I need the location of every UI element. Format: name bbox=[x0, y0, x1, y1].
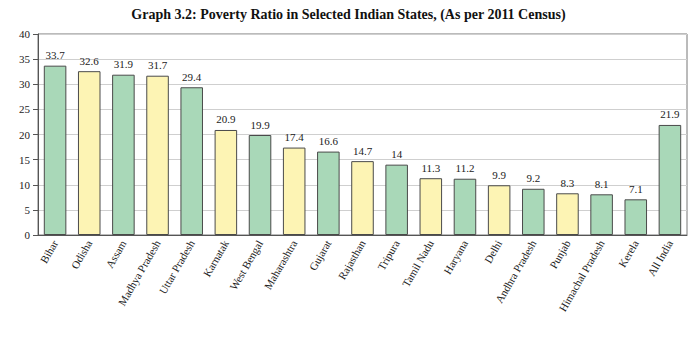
svg-text:Odisha: Odisha bbox=[68, 238, 94, 271]
svg-text:Rajasthan: Rajasthan bbox=[336, 238, 368, 282]
svg-text:Kerela: Kerela bbox=[616, 238, 641, 269]
svg-text:Andhra Pradesh: Andhra Pradesh bbox=[493, 238, 539, 305]
svg-text:All India: All India bbox=[645, 238, 675, 278]
svg-text:20.9: 20.9 bbox=[216, 113, 236, 125]
svg-text:Graph 3.2:: Graph 3.2: bbox=[131, 7, 196, 22]
svg-text:8.3: 8.3 bbox=[561, 177, 575, 189]
svg-text:14: 14 bbox=[391, 148, 403, 160]
svg-text:Karnatak: Karnatak bbox=[201, 238, 232, 279]
svg-text:10: 10 bbox=[19, 179, 31, 191]
svg-text:11.3: 11.3 bbox=[421, 162, 440, 174]
svg-text:9.9: 9.9 bbox=[492, 169, 506, 181]
svg-text:Haryana: Haryana bbox=[441, 238, 470, 276]
svg-text:7.1: 7.1 bbox=[629, 183, 643, 195]
svg-text:0: 0 bbox=[25, 229, 31, 241]
svg-text:40: 40 bbox=[19, 28, 31, 40]
svg-text:9.2: 9.2 bbox=[526, 172, 540, 184]
svg-text:Punjab: Punjab bbox=[547, 238, 573, 271]
svg-text:14.7: 14.7 bbox=[353, 145, 373, 157]
svg-text:Uttar Pradesh: Uttar Pradesh bbox=[156, 238, 197, 296]
svg-text:5: 5 bbox=[25, 204, 31, 216]
svg-text:Bihar: Bihar bbox=[38, 238, 61, 265]
svg-text:Himachal Pradesh: Himachal Pradesh bbox=[556, 238, 607, 314]
svg-text:Assam: Assam bbox=[103, 238, 129, 270]
svg-text:21.9: 21.9 bbox=[660, 108, 680, 120]
svg-text:Delhi: Delhi bbox=[482, 238, 505, 265]
svg-text:20: 20 bbox=[19, 129, 31, 141]
svg-text:Poverty Ratio in Selected Indi: Poverty Ratio in Selected Indian States,… bbox=[197, 7, 566, 23]
svg-text:Gujarat: Gujarat bbox=[307, 238, 334, 273]
svg-text:11.2: 11.2 bbox=[456, 162, 475, 174]
svg-text:25: 25 bbox=[19, 103, 31, 115]
svg-text:8.1: 8.1 bbox=[595, 178, 609, 190]
svg-text:Tripura: Tripura bbox=[375, 238, 402, 272]
svg-text:35: 35 bbox=[19, 53, 31, 65]
svg-text:Maharashtra: Maharashtra bbox=[262, 238, 300, 292]
svg-text:29.4: 29.4 bbox=[182, 71, 202, 83]
svg-text:31.9: 31.9 bbox=[114, 58, 134, 70]
svg-text:17.4: 17.4 bbox=[285, 131, 305, 143]
svg-text:19.9: 19.9 bbox=[250, 119, 270, 131]
svg-text:33.7: 33.7 bbox=[45, 49, 65, 61]
svg-text:31.7: 31.7 bbox=[148, 59, 168, 71]
svg-text:Tamil Nadu: Tamil Nadu bbox=[400, 238, 437, 289]
svg-text:30: 30 bbox=[19, 78, 31, 90]
svg-text:32.6: 32.6 bbox=[80, 55, 100, 67]
svg-text:15: 15 bbox=[19, 154, 31, 166]
svg-text:West Bengal: West Bengal bbox=[227, 238, 265, 292]
svg-text:Madhya Pradesh: Madhya Pradesh bbox=[116, 238, 163, 308]
svg-text:16.6: 16.6 bbox=[319, 135, 339, 147]
